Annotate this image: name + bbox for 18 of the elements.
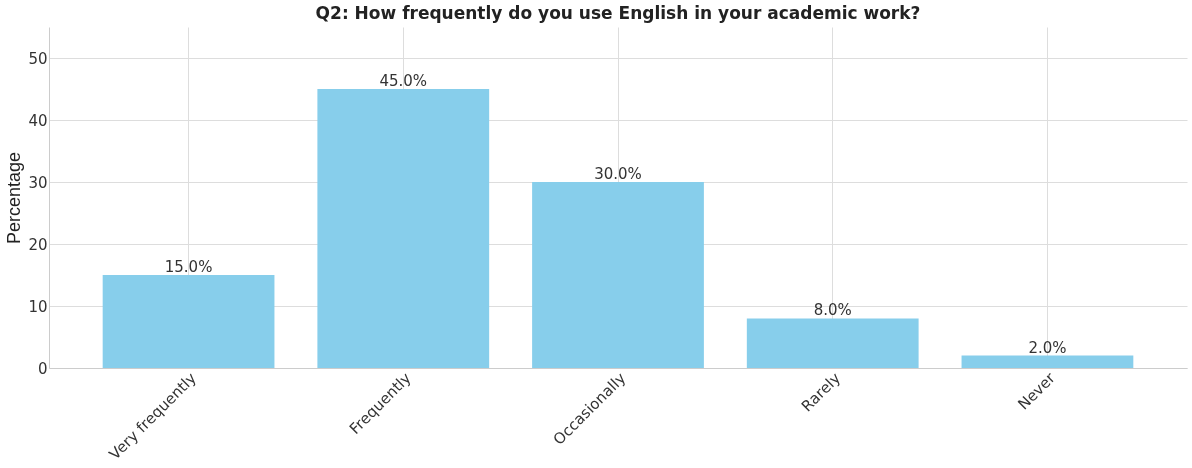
bar <box>102 275 275 368</box>
chart-title: Q2: How frequently do you use English in your academic work? <box>315 3 921 23</box>
y-tick-label: 50 <box>28 49 48 68</box>
data-label: 15.0% <box>164 258 213 276</box>
y-tick-label: 0 <box>37 359 48 378</box>
bar <box>317 89 490 368</box>
y-axis-title: Percentage <box>4 151 25 245</box>
y-tick-label: 30 <box>28 173 48 192</box>
data-label: 30.0% <box>594 165 642 183</box>
bar <box>746 318 919 368</box>
y-tick-label: 10 <box>28 297 48 316</box>
data-label: 8.0% <box>813 301 852 320</box>
y-tick-label: 40 <box>28 111 48 130</box>
data-label: 45.0% <box>379 72 428 90</box>
bar <box>961 355 1134 368</box>
data-label: 2.0% <box>1028 338 1067 357</box>
bar <box>532 182 704 368</box>
y-tick-label: 20 <box>28 235 48 254</box>
